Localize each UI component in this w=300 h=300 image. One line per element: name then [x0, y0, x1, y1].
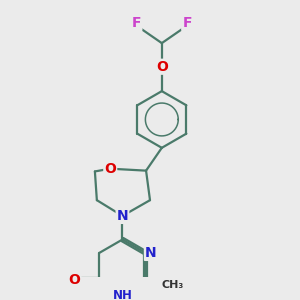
Text: F: F [182, 16, 192, 30]
Text: O: O [156, 60, 168, 74]
Text: O: O [68, 273, 80, 287]
Text: CH₃: CH₃ [161, 280, 184, 290]
Text: N: N [145, 246, 157, 260]
Text: F: F [132, 16, 141, 30]
Text: NH: NH [112, 289, 132, 300]
Text: O: O [104, 162, 116, 176]
Text: N: N [117, 209, 128, 223]
